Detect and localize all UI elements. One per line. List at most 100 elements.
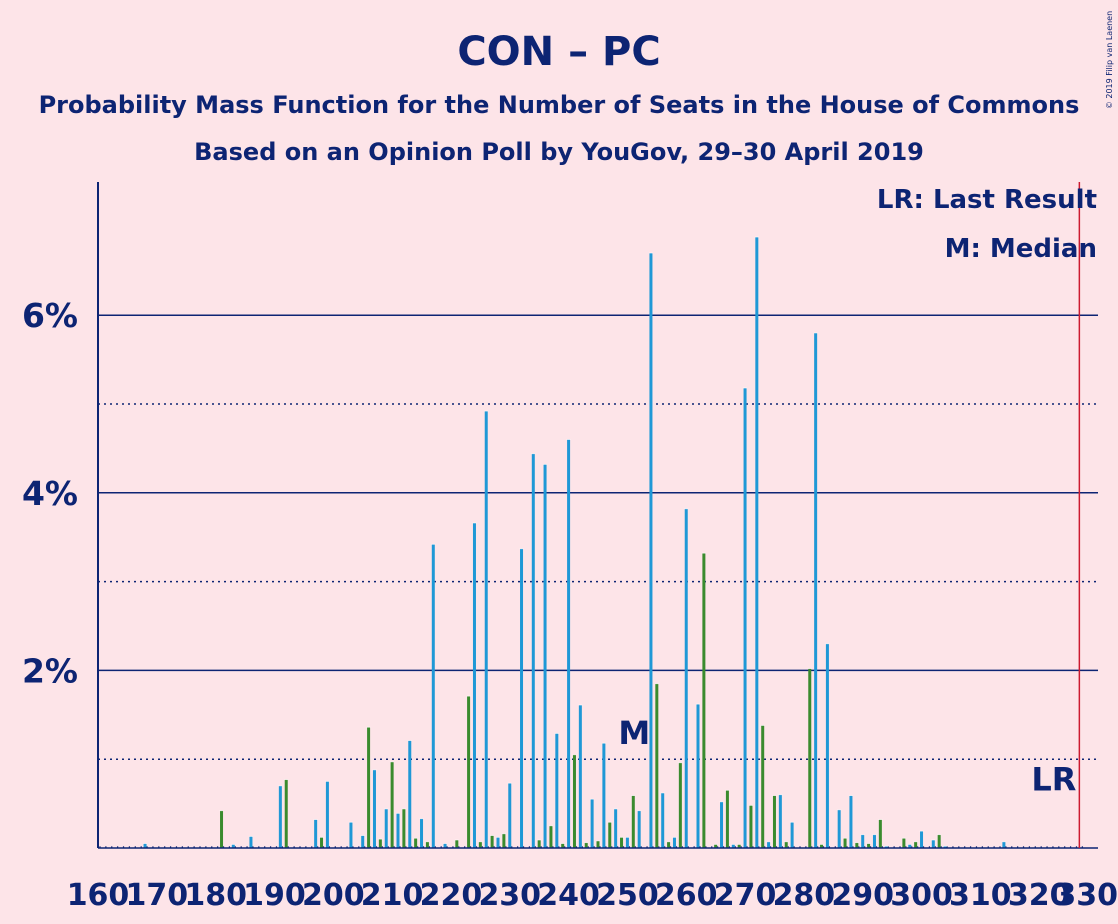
seat-bar	[661, 792, 665, 848]
seat-bar	[361, 835, 365, 848]
seat-bar	[620, 837, 624, 848]
seat-bar	[825, 643, 829, 848]
seat-bar	[908, 844, 912, 848]
seat-bar	[814, 332, 818, 849]
seat-bar	[396, 813, 400, 848]
y-tick-label: 4%	[22, 474, 78, 513]
seat-bar	[555, 733, 559, 848]
seat-bar	[884, 846, 888, 848]
x-tick-label: 170	[126, 878, 189, 913]
x-tick-label: 210	[361, 878, 424, 913]
seat-bar	[902, 838, 906, 848]
seat-bar	[614, 808, 618, 848]
seat-bar	[220, 810, 224, 848]
seat-bar	[349, 822, 353, 848]
seat-bar	[602, 743, 606, 848]
seat-bar	[672, 837, 676, 848]
x-tick-label: 270	[714, 878, 777, 913]
seat-bar	[631, 795, 635, 848]
seat-bar	[278, 785, 282, 848]
x-tick-label: 230	[478, 878, 541, 913]
seat-bar	[467, 696, 471, 848]
seat-bar	[861, 834, 865, 848]
seat-bar	[943, 846, 947, 848]
seat-bar	[784, 841, 788, 848]
seat-bar	[590, 799, 594, 848]
seat-bar	[567, 439, 571, 848]
seat-bar	[702, 553, 706, 848]
seat-bar	[443, 843, 447, 848]
seat-bar	[372, 769, 376, 848]
seat-bar	[755, 237, 759, 848]
chart-title: CON – PC	[457, 29, 660, 75]
x-tick-label: 250	[596, 878, 659, 913]
seat-bar	[837, 809, 841, 848]
seat-bar	[143, 843, 147, 848]
seat-bar	[931, 840, 935, 848]
seat-bar	[549, 825, 553, 848]
seat-bar	[425, 841, 429, 848]
seat-bar	[520, 548, 524, 848]
seat-bar	[320, 837, 324, 848]
seat-bar	[378, 839, 382, 848]
x-tick-label: 220	[420, 878, 483, 913]
x-tick-label: 310	[949, 878, 1012, 913]
seat-bar	[696, 704, 700, 848]
seat-bar	[502, 833, 506, 848]
seat-bar	[872, 834, 876, 848]
seat-bar	[531, 453, 535, 848]
seat-bar	[937, 834, 941, 848]
seat-bar	[767, 841, 771, 848]
seat-bar	[667, 841, 671, 848]
seat-bar	[637, 810, 641, 848]
seat-bar	[761, 725, 765, 848]
seat-bar	[496, 837, 500, 848]
seat-bar	[808, 668, 812, 848]
seat-bar	[855, 842, 859, 848]
seat-bar	[725, 790, 729, 848]
seat-bar	[731, 844, 735, 848]
seat-bar	[490, 835, 494, 848]
seat-bar	[790, 822, 794, 848]
seat-bar	[625, 837, 629, 848]
seat-bar	[743, 388, 747, 848]
seat-bar	[431, 544, 435, 848]
x-tick-label: 320	[1008, 878, 1071, 913]
seat-bar	[231, 844, 235, 848]
seat-bar	[820, 844, 824, 848]
seat-bar	[390, 761, 394, 848]
seat-bar	[384, 808, 388, 848]
y-tick-label: 2%	[22, 651, 78, 690]
seat-bar	[455, 840, 459, 848]
seat-bar	[584, 842, 588, 848]
chart-subtitle-poll: Based on an Opinion Poll by YouGov, 29–3…	[194, 138, 924, 166]
x-tick-label: 160	[67, 878, 130, 913]
x-tick-label: 200	[302, 878, 365, 913]
x-tick-label: 300	[890, 878, 953, 913]
seat-bar	[778, 794, 782, 848]
seat-bar	[420, 818, 424, 848]
seat-bar	[508, 783, 512, 848]
seat-bar	[720, 801, 724, 848]
seat-bar	[684, 508, 688, 848]
x-tick-label: 260	[655, 878, 718, 913]
seat-bar	[714, 844, 718, 848]
legend-median: M: Median	[945, 234, 1097, 264]
seat-bar	[572, 754, 576, 848]
chart-subtitle: Probability Mass Function for the Number…	[39, 91, 1080, 119]
seat-bar	[325, 781, 329, 848]
seat-bar	[537, 840, 541, 848]
seat-bar	[878, 819, 882, 848]
x-tick-label: 190	[243, 878, 306, 913]
seat-bar	[561, 843, 565, 848]
seat-bar	[543, 464, 547, 848]
x-axis-ticks: 1601701801902002102202302402502602702802…	[67, 878, 1118, 913]
seat-bar	[314, 819, 318, 848]
seat-bar	[608, 822, 612, 848]
seat-bar	[484, 411, 488, 848]
seat-bar	[849, 795, 853, 848]
legend-last-result: LR: Last Result	[877, 185, 1097, 215]
y-tick-label: 6%	[22, 296, 78, 335]
seat-bar	[249, 836, 253, 848]
seat-bar	[867, 843, 871, 848]
